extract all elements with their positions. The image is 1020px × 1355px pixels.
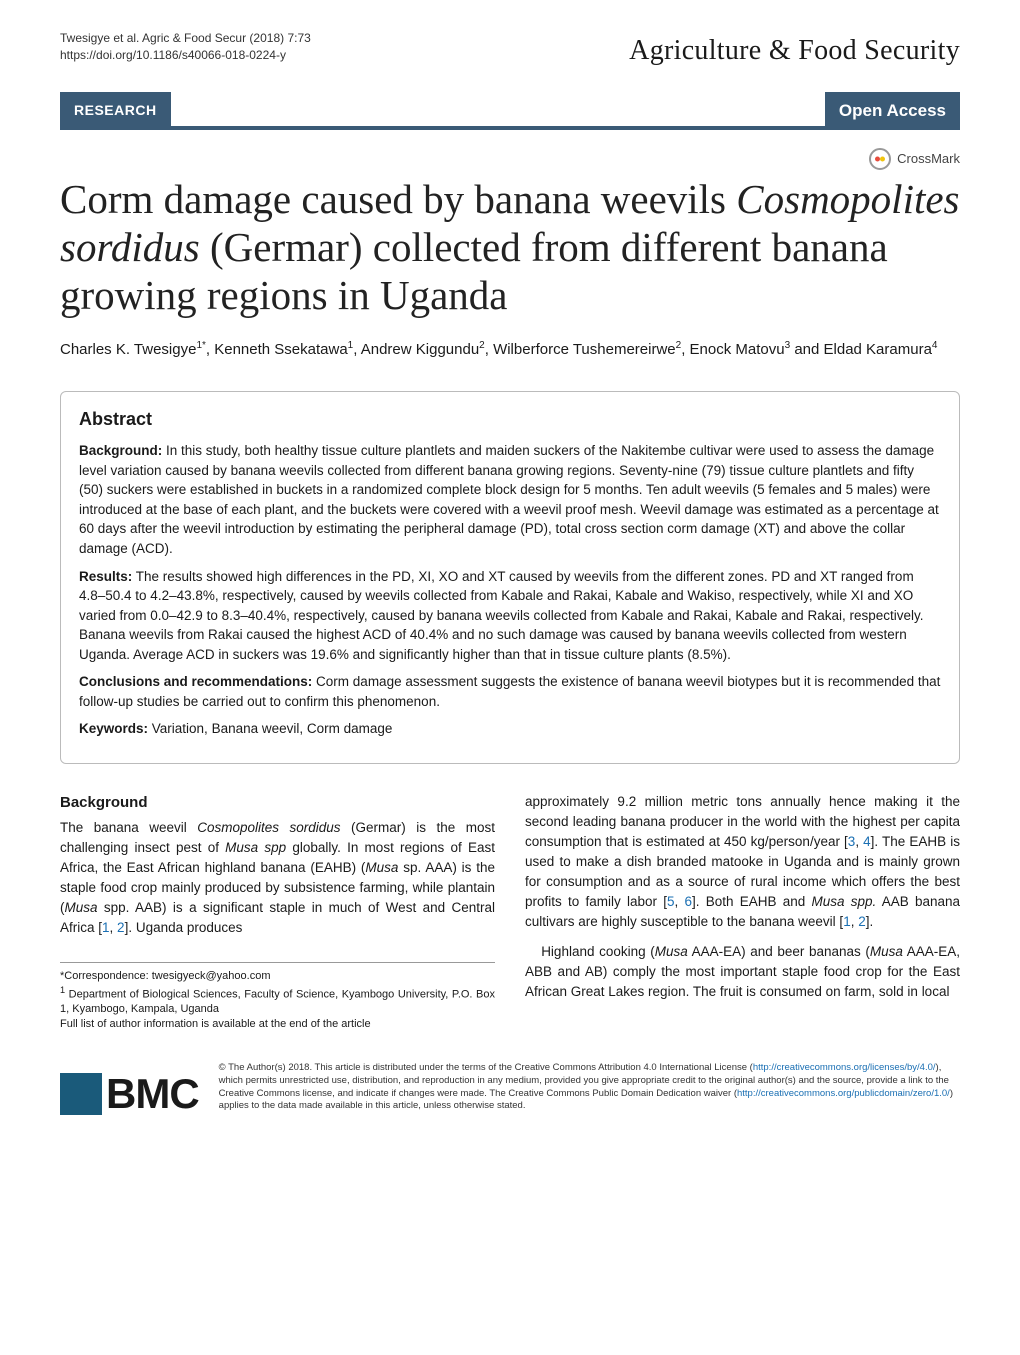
correspondence-email: *Correspondence: twesigyeck@yahoo.com (60, 969, 495, 984)
correspondence-affil: 1 Department of Biological Sciences, Fac… (60, 984, 495, 1017)
page-header: Twesigye et al. Agric & Food Secur (2018… (60, 30, 960, 72)
citation-line1: Twesigye et al. Agric & Food Secur (2018… (60, 30, 311, 47)
crossmark-row: CrossMark (60, 148, 960, 171)
correspondence-block: *Correspondence: twesigyeck@yahoo.com 1 … (60, 962, 495, 1032)
abstract-background: Background: In this study, both healthy … (79, 441, 941, 558)
crossmark-icon (869, 148, 891, 170)
body-columns: Background The banana weevil Cosmopolite… (60, 792, 960, 1032)
research-badge: RESEARCH (60, 92, 171, 130)
badge-rule (171, 92, 825, 130)
bmc-logo: BMC (60, 1062, 199, 1125)
open-access-badge: Open Access (825, 92, 960, 130)
article-title: Corm damage caused by banana weevils Cos… (60, 175, 960, 320)
crossmark-label: CrossMark (897, 149, 960, 169)
bmc-text: BMC (106, 1062, 199, 1125)
citation-doi: https://doi.org/10.1186/s40066-018-0224-… (60, 47, 311, 64)
footer-row: BMC © The Author(s) 2018. This article i… (60, 1062, 960, 1125)
crossmark-button[interactable]: CrossMark (869, 148, 960, 170)
citation-block: Twesigye et al. Agric & Food Secur (2018… (60, 30, 311, 64)
license-text: © The Author(s) 2018. This article is di… (219, 1062, 960, 1113)
body-p3: Highland cooking (Musa AAA-EA) and beer … (525, 942, 960, 1002)
abstract-keywords: Keywords: Variation, Banana weevil, Corm… (79, 719, 941, 739)
authors-line: Charles K. Twesigye1*, Kenneth Ssekatawa… (60, 338, 960, 362)
bmc-mark-icon (60, 1073, 102, 1115)
abstract-heading: Abstract (79, 406, 941, 433)
badge-row: RESEARCH Open Access (60, 92, 960, 130)
abstract-box: Abstract Background: In this study, both… (60, 391, 960, 764)
journal-name: Agriculture & Food Security (629, 30, 960, 72)
body-p2: approximately 9.2 million metric tons an… (525, 792, 960, 932)
abstract-results: Results: The results showed high differe… (79, 567, 941, 665)
correspondence-note: Full list of author information is avail… (60, 1017, 495, 1032)
abstract-conclusions: Conclusions and recommendations: Corm da… (79, 672, 941, 711)
background-heading: Background (60, 792, 495, 814)
body-p1: The banana weevil Cosmopolites sordidus … (60, 818, 495, 938)
